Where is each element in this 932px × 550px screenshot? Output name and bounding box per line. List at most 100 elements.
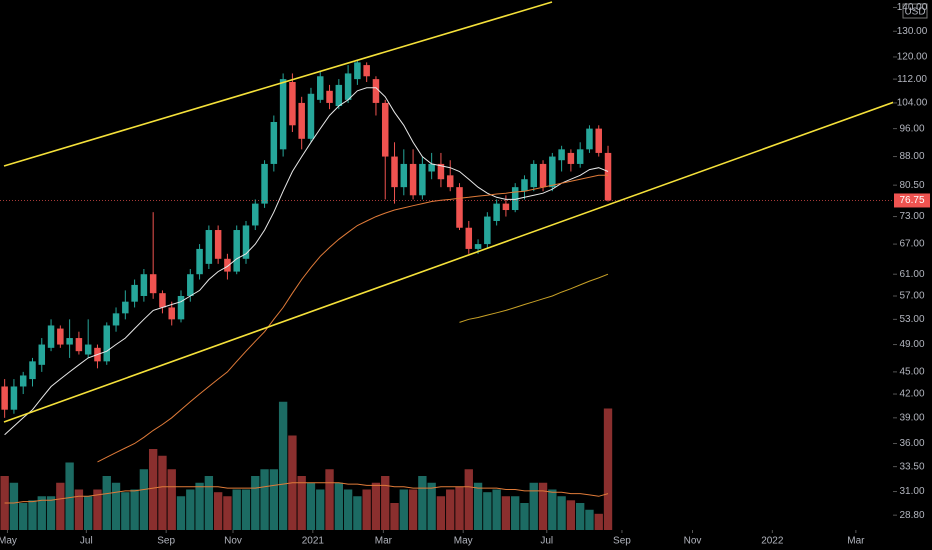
y-tick-label: 96.00	[899, 123, 924, 134]
x-tick-label: 2021	[302, 536, 325, 547]
volume-bar	[603, 408, 613, 530]
price-axis	[893, 0, 932, 550]
x-tick-label: Nov	[224, 536, 242, 547]
candle-body	[242, 225, 250, 259]
candle-body	[502, 203, 510, 211]
candle-body	[19, 375, 27, 387]
volume-bar	[297, 476, 306, 530]
candle-body	[122, 301, 129, 314]
candle-body	[493, 203, 500, 221]
volume-bar	[102, 476, 111, 530]
candle-body	[437, 163, 445, 180]
candle-body	[140, 274, 148, 296]
y-tick-label: 57.00	[899, 291, 924, 302]
volume-bar	[408, 489, 418, 530]
candle-body	[75, 338, 83, 352]
candle-body	[279, 79, 287, 150]
y-tick-label: 104.00	[897, 98, 928, 109]
y-tick-label: 31.00	[899, 486, 924, 497]
candle-body	[586, 128, 593, 150]
y-tick-label: 130.00	[897, 26, 928, 37]
candle-body	[177, 295, 185, 320]
moving-average	[459, 273, 609, 323]
currency-box	[902, 3, 928, 19]
volume-bar	[84, 496, 93, 530]
volume-bar	[65, 462, 74, 530]
volume-bar	[251, 476, 260, 530]
candle-body	[84, 344, 92, 355]
volume-bar	[473, 482, 483, 530]
volume-bar	[241, 489, 251, 530]
y-tick-label: 112.00	[897, 74, 927, 85]
x-tick-label: Nov	[684, 536, 702, 547]
candle-body	[576, 149, 584, 164]
candle-body	[224, 258, 231, 272]
y-tick-label: 28.80	[899, 510, 924, 521]
volume-bar	[418, 476, 427, 530]
x-tick-label: Sep	[157, 536, 175, 547]
volume-bar	[436, 496, 446, 530]
y-tick-label: 45.00	[899, 367, 924, 378]
y-tick-label: 80.50	[899, 180, 924, 191]
volume-bar	[28, 500, 37, 530]
x-tick-label: Mar	[375, 536, 393, 547]
volume-bar	[492, 489, 501, 530]
candle-body	[261, 163, 268, 204]
volume-bar	[148, 449, 158, 530]
volume-bar	[575, 503, 585, 530]
volume-bar	[223, 496, 232, 530]
x-tick-label: 2022	[761, 536, 784, 547]
candle-body	[326, 90, 333, 103]
candle-body	[530, 163, 538, 188]
moving-average	[97, 174, 608, 463]
volume-bar	[381, 476, 390, 530]
volume-bar	[594, 513, 603, 530]
volume-bar	[260, 469, 269, 530]
x-tick-label: Mar	[847, 536, 865, 547]
volume-bar	[557, 496, 566, 530]
candle-body	[103, 325, 111, 362]
candle-body	[446, 175, 454, 188]
candle-body	[604, 152, 612, 201]
volume-bar	[483, 492, 492, 530]
volume-bar	[529, 482, 538, 530]
volume-bar	[167, 469, 176, 530]
candle-body	[289, 82, 296, 126]
candle-body	[233, 230, 240, 272]
currency-label: USD	[904, 7, 925, 18]
volume-bar	[427, 482, 436, 530]
volume-bar	[130, 489, 139, 530]
candle-body	[391, 156, 398, 188]
volume-bar	[213, 492, 223, 530]
candle-body	[381, 102, 389, 157]
candle-body	[307, 93, 315, 139]
candle-body	[363, 65, 370, 77]
candle-body	[196, 248, 203, 275]
volume-bar	[158, 455, 167, 530]
candle-body	[317, 76, 324, 100]
volume-bar	[111, 482, 121, 530]
volume-bar	[390, 503, 399, 530]
trend-line	[3, 100, 898, 423]
volume-bar	[501, 496, 511, 530]
candle-body	[47, 325, 55, 348]
volume-bar	[446, 489, 455, 530]
y-tick-label: 67.00	[899, 239, 924, 250]
candle-body	[567, 152, 575, 164]
candle-body	[298, 102, 305, 139]
y-tick-label: 53.00	[899, 314, 924, 325]
x-tick-label: May	[454, 536, 473, 547]
candle-body	[484, 216, 491, 245]
candle-body	[29, 361, 36, 380]
volume-bar	[334, 482, 343, 530]
candle-body	[205, 230, 213, 264]
candle-body	[456, 187, 463, 228]
candle-body	[131, 284, 138, 302]
volume-bar	[269, 469, 279, 530]
volume-bar	[93, 489, 102, 530]
candle-body	[159, 293, 166, 308]
volume-bar	[353, 496, 362, 530]
candle-body	[214, 230, 222, 259]
